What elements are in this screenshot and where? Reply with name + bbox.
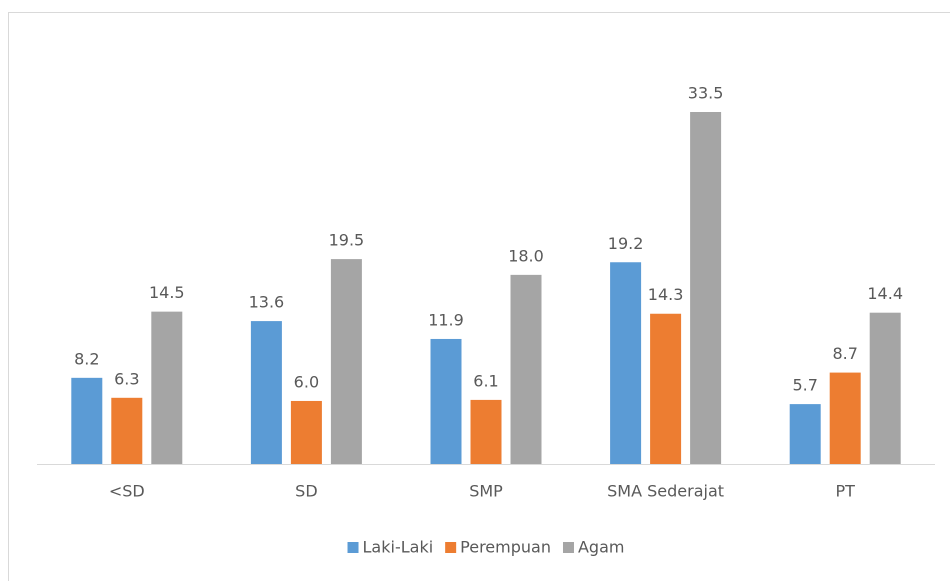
data-label: 33.5 — [688, 84, 724, 103]
legend-label: Laki-Laki — [363, 538, 434, 557]
bar — [111, 397, 143, 464]
legend-swatch — [562, 542, 574, 553]
bar — [829, 372, 861, 464]
data-label: 5.7 — [792, 376, 817, 395]
bar — [869, 312, 901, 464]
bar — [510, 274, 542, 464]
x-tick-label: <SD — [109, 482, 145, 501]
data-label: 14.5 — [149, 283, 185, 302]
data-label: 19.2 — [608, 234, 644, 253]
x-tick-label: SMA Sederajat — [607, 482, 724, 501]
bar — [610, 262, 642, 464]
bar — [789, 404, 821, 464]
bar — [690, 112, 722, 464]
data-label: 6.0 — [294, 372, 319, 391]
bar — [250, 321, 282, 464]
x-tick-label: SMP — [469, 482, 503, 501]
chart-border — [8, 12, 950, 581]
data-label: 8.7 — [832, 344, 857, 363]
data-label: 13.6 — [249, 293, 285, 312]
legend-swatch — [347, 542, 359, 553]
bar — [430, 338, 462, 464]
data-label: 14.3 — [648, 285, 684, 304]
legend-label: Agam — [578, 538, 625, 557]
x-tick-label: PT — [835, 482, 855, 501]
data-label: 8.2 — [74, 349, 99, 368]
bar — [470, 399, 502, 464]
bar — [650, 313, 682, 464]
bar — [151, 311, 183, 464]
legend-label: Perempuan — [460, 538, 551, 557]
x-tick-label: SD — [295, 482, 317, 501]
bar — [71, 377, 103, 464]
bar — [330, 259, 362, 464]
bar — [290, 400, 322, 464]
data-label: 11.9 — [428, 310, 464, 329]
legend-swatch — [445, 542, 457, 553]
data-label: 19.5 — [329, 231, 365, 250]
data-label: 18.0 — [508, 246, 544, 265]
data-label: 6.3 — [114, 369, 139, 388]
data-label: 14.4 — [867, 284, 903, 303]
data-label: 6.1 — [473, 371, 498, 390]
